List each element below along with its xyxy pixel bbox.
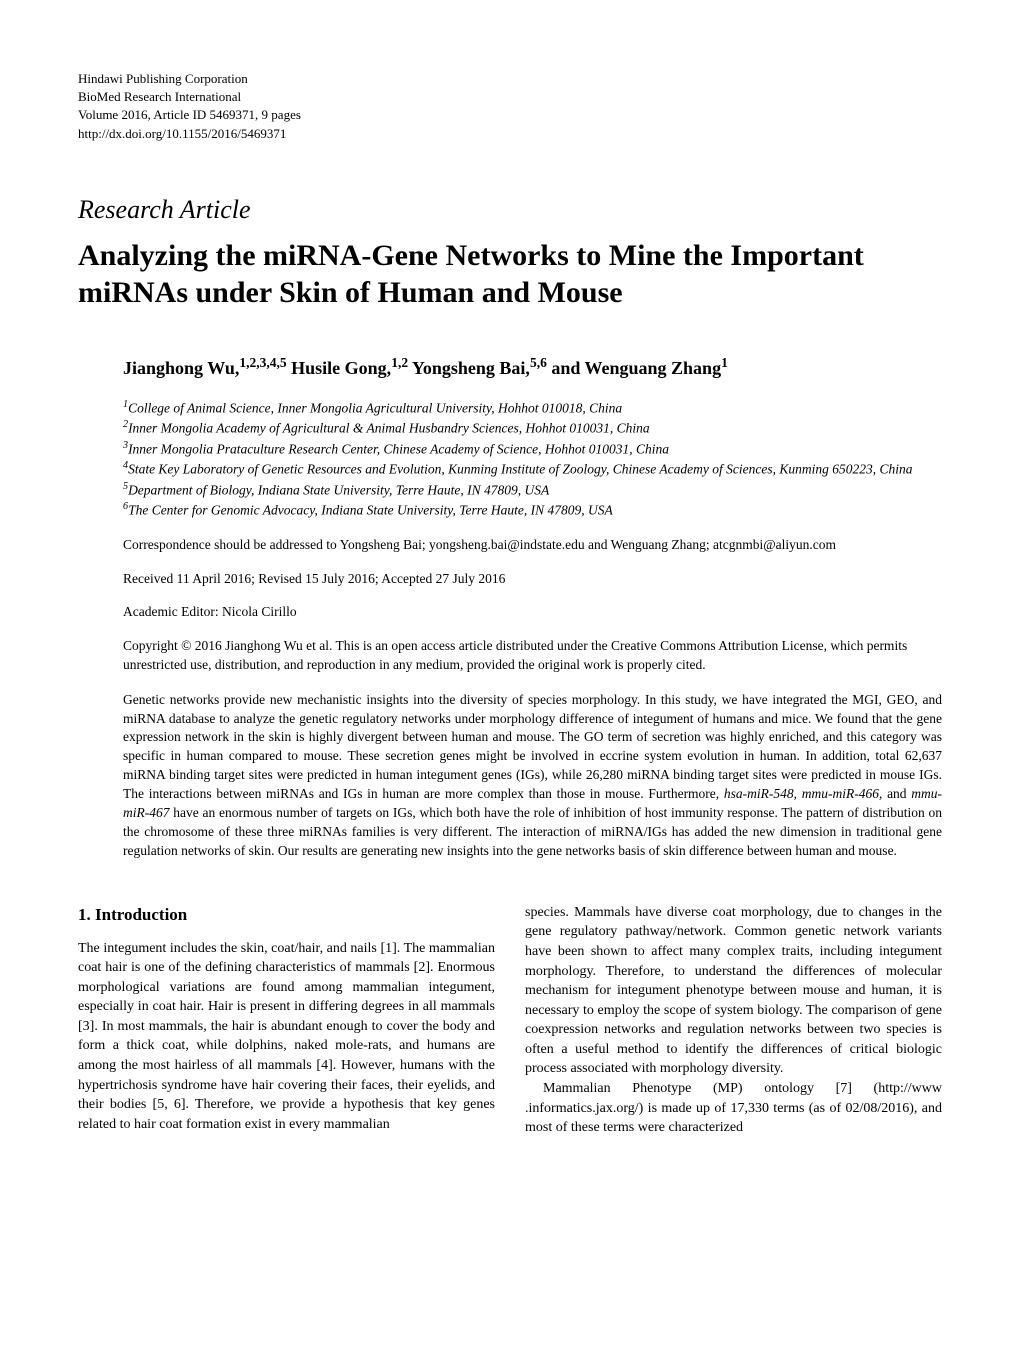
affiliation-5: Department of Biology, Indiana State Uni… [128, 482, 549, 497]
intro-para-2a: species. Mammals have diverse coat morph… [525, 903, 942, 1079]
abstract: Genetic networks provide new mechanistic… [123, 691, 942, 861]
affiliation-2: Inner Mongolia Academy of Agricultural &… [128, 421, 650, 436]
affiliation-6: The Center for Genomic Advocacy, Indiana… [128, 502, 613, 517]
intro-para-1: The integument includes the skin, coat/h… [78, 939, 495, 1135]
affiliations: 1College of Animal Science, Inner Mongol… [123, 398, 942, 520]
intro-para-2b: Mammalian Phenotype (MP) ontology [7] (h… [525, 1079, 942, 1138]
journal-name: BioMed Research International [78, 88, 942, 106]
academic-editor: Academic Editor: Nicola Cirillo [123, 603, 942, 621]
affiliation-4: State Key Laboratory of Genetic Resource… [128, 462, 912, 477]
introduction-heading: 1. Introduction [78, 903, 495, 927]
affiliation-3: Inner Mongolia Prataculture Research Cen… [128, 441, 669, 456]
doi-link: http://dx.doi.org/10.1155/2016/5469371 [78, 125, 942, 143]
column-right: species. Mammals have diverse coat morph… [525, 903, 942, 1138]
column-left: 1. Introduction The integument includes … [78, 903, 495, 1138]
volume-info: Volume 2016, Article ID 5469371, 9 pages [78, 106, 942, 124]
author-list: Jianghong Wu,1,2,3,4,5 Husile Gong,1,2 Y… [123, 354, 942, 380]
article-title: Analyzing the miRNA-Gene Networks to Min… [78, 237, 942, 312]
correspondence: Correspondence should be addressed to Yo… [123, 536, 942, 554]
copyright-notice: Copyright © 2016 Jianghong Wu et al. Thi… [123, 637, 942, 675]
affiliation-1: College of Animal Science, Inner Mongoli… [128, 400, 622, 415]
publisher-header: Hindawi Publishing Corporation BioMed Re… [78, 70, 942, 143]
publisher-name: Hindawi Publishing Corporation [78, 70, 942, 88]
article-dates: Received 11 April 2016; Revised 15 July … [123, 570, 942, 588]
body-columns: 1. Introduction The integument includes … [78, 903, 942, 1138]
article-type: Research Article [78, 193, 942, 227]
